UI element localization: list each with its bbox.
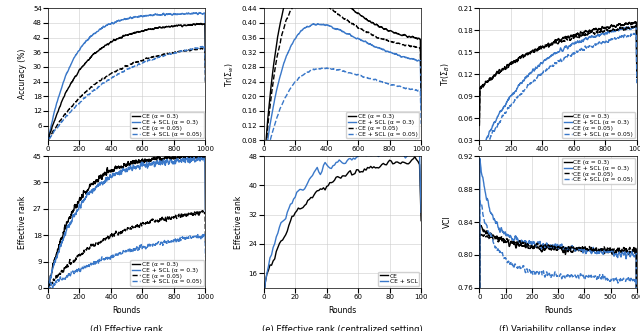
- Text: (a) Accuracy: (a) Accuracy: [100, 177, 153, 186]
- Legend: CE (α = 0.3), CE + SCL (α = 0.3), CE (α = 0.05), CE + SCL (α = 0.05): CE (α = 0.3), CE + SCL (α = 0.3), CE (α …: [562, 158, 635, 184]
- Y-axis label: VCI: VCI: [443, 215, 452, 228]
- Text: (b) Within-class variance: (b) Within-class variance: [291, 177, 394, 186]
- Y-axis label: Tr($\Sigma_B$): Tr($\Sigma_B$): [439, 62, 452, 86]
- Text: (e) Effective rank (centralized setting): (e) Effective rank (centralized setting): [262, 325, 423, 331]
- Legend: CE, CE + SCL: CE, CE + SCL: [378, 272, 419, 286]
- Text: (c) Between-class variance: (c) Between-class variance: [501, 177, 615, 186]
- Legend: CE (α = 0.3), CE + SCL (α = 0.3), CE (α = 0.05), CE + SCL (α = 0.05): CE (α = 0.3), CE + SCL (α = 0.3), CE (α …: [346, 112, 419, 138]
- Y-axis label: Accuracy (%): Accuracy (%): [18, 49, 27, 99]
- Text: (d) Effective rank: (d) Effective rank: [90, 325, 163, 331]
- X-axis label: Rounds: Rounds: [544, 306, 572, 315]
- Y-axis label: Tr($\Sigma_w$): Tr($\Sigma_w$): [223, 62, 236, 87]
- Y-axis label: Effective rank: Effective rank: [234, 195, 243, 249]
- X-axis label: Rounds: Rounds: [328, 306, 356, 315]
- Y-axis label: Effective rank: Effective rank: [18, 195, 27, 249]
- X-axis label: Rounds: Rounds: [113, 158, 141, 167]
- Legend: CE (α = 0.3), CE + SCL (α = 0.3), CE (α = 0.05), CE + SCL (α = 0.05): CE (α = 0.3), CE + SCL (α = 0.3), CE (α …: [562, 112, 635, 138]
- Legend: CE (α = 0.3), CE + SCL (α = 0.3), CE (α = 0.05), CE + SCL (α = 0.05): CE (α = 0.3), CE + SCL (α = 0.3), CE (α …: [131, 112, 204, 138]
- X-axis label: Rounds: Rounds: [544, 158, 572, 167]
- X-axis label: Rounds: Rounds: [328, 158, 356, 167]
- Legend: CE (α = 0.3), CE + SCL (α = 0.3), CE (α = 0.05), CE + SCL (α = 0.05): CE (α = 0.3), CE + SCL (α = 0.3), CE (α …: [131, 260, 204, 286]
- X-axis label: Rounds: Rounds: [113, 306, 141, 315]
- Text: (f) Variability collapse index: (f) Variability collapse index: [499, 325, 617, 331]
